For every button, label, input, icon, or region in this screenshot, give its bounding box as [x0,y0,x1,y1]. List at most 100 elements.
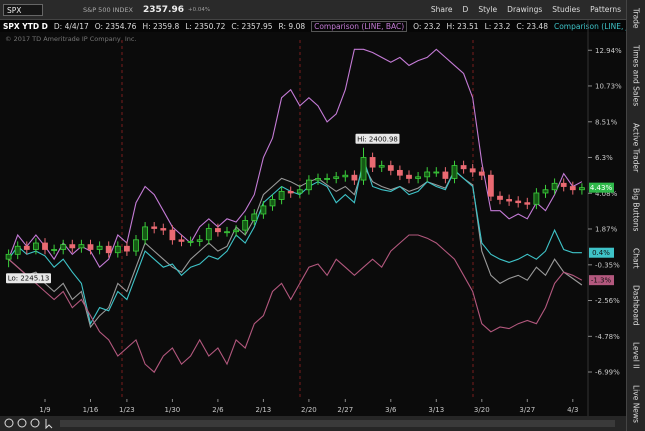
side-tab[interactable]: Chart [631,247,641,269]
candle-body [233,229,240,233]
last-value-label: -1.3% [591,277,612,285]
last-value-label: 4.43% [590,184,613,192]
candle-body [205,228,212,241]
candle-body [278,190,285,200]
x-tick-label: 3/13 [428,406,444,414]
candle-body [260,205,267,215]
chart: 12.94% 10.73% 8.51% 6.3% 4.08% 1.87% -0.35% -2.… [5,20,622,416]
zoom-icon[interactable] [4,418,14,428]
candle-body [424,171,431,178]
candle-body [114,245,121,254]
candle-body [542,189,549,194]
y-tick-label: 6.3% [595,154,613,162]
x-tick-label: 2/27 [337,406,353,414]
y-tick-label: 8.51% [595,118,618,126]
candle-body [333,176,340,179]
comparison-label: Comparison (LINE, BAC) [311,20,408,32]
side-tab[interactable]: Dashboard [631,284,641,326]
candle-body [96,245,103,250]
candle-body [214,228,221,233]
candle-body [287,190,294,194]
candle-body [579,187,585,191]
candle-body [196,239,203,242]
candle-body [60,244,67,250]
candle-body [224,231,230,234]
side-tab[interactable]: Trade [631,8,641,29]
last-value-box [589,275,614,286]
side-tabs: Trade Times and Sales Active Trader Big But… [626,0,645,431]
last-value-label: 0.4% [592,249,610,257]
toolbar-button[interactable]: Patterns [590,5,621,14]
side-tab[interactable]: Big Buttons [631,188,641,232]
side-tab[interactable]: Level II [631,341,641,369]
candle-body [160,228,167,231]
candle-body [251,213,258,221]
low-annotation: Lo: 2245.13 [8,275,50,283]
candle-body [469,168,476,173]
candle-body [396,169,403,176]
candle-body [524,202,531,205]
x-tick-label: 1/23 [119,406,135,414]
copyright: © 2017 TD Ameritrade IP Company, Inc. [5,35,137,43]
y-tick-label: 1.87% [595,225,618,233]
last-price: 2357.96 [143,4,184,15]
scrollbar[interactable] [60,420,615,427]
x-tick-label: 1/9 [39,406,50,414]
candle-body [42,242,48,250]
x-tick-label: 3/20 [474,406,490,414]
side-tab[interactable]: Live News [631,384,641,423]
comparison-label: Comparison (LINE, JPM) [553,21,642,31]
zoom-out[interactable] [30,418,40,428]
y-tick-label: -6.99% [595,369,620,377]
candle-body [242,220,249,231]
chart-header: SPX YTD D D: 4/4/17 O: 2354.76 H: 2359.8 L: … [0,20,642,32]
ohlc-field: C: 2357.95 [231,21,273,31]
high-annotation-box [355,133,400,144]
comparison-line [8,164,583,329]
zoom-in[interactable] [17,418,27,428]
x-tick-label: 2/13 [256,406,272,414]
candle-body [133,239,139,252]
y-tick-label: 4.08% [595,190,618,198]
toolbar-button[interactable]: D [462,5,469,14]
candle-body [433,171,440,174]
candle-body [324,178,331,180]
candle-body [406,174,412,179]
symbol-input[interactable]: SPX [3,3,43,16]
x-tick-label: 1/16 [83,406,99,414]
toolbar-buttons: Share D Style Drawings Studies Patterns [426,5,626,14]
low-annotation-box [6,273,51,284]
y-tick-label: 10.73% [595,82,622,90]
candle-body [124,245,130,252]
side-tab[interactable]: Active Trader [631,122,641,172]
candle-body [142,226,149,241]
toolbar-button[interactable]: Drawings [507,5,543,14]
toolbar: SPX S&P 500 INDEX 2357.96 +0.04% Share D S… [0,0,626,20]
y-tick-label: -2.56% [595,297,620,305]
candle-body [506,199,513,202]
side-tab[interactable]: Times and Sales [631,45,641,107]
candle-body [442,171,449,179]
candle-body [533,192,540,205]
candle-body [351,174,358,181]
candle-body [560,182,567,187]
last-value-box [589,247,614,258]
candle-body [151,226,158,229]
comparison-line [8,48,583,269]
ohlc-field: H: 2359.8 [142,21,180,31]
study-name: SPX YTD D [3,21,48,31]
candle-body [497,195,503,200]
x-tick-label: 3/6 [385,406,397,414]
pointer-icon[interactable] [45,419,53,430]
symbol-description: S&P 500 INDEX [83,5,133,14]
candle-body [87,244,94,250]
toolbar-button[interactable]: Style [478,5,498,14]
bottom-bar [0,416,626,431]
comparison-line [8,234,583,374]
high-annotation: Hi: 2400.98 [357,135,398,143]
toolbar-button[interactable]: Share [430,5,453,14]
x-tick-label: 1/30 [165,406,181,414]
toolbar-button[interactable]: Studies [552,5,581,14]
candle-body [14,245,21,255]
